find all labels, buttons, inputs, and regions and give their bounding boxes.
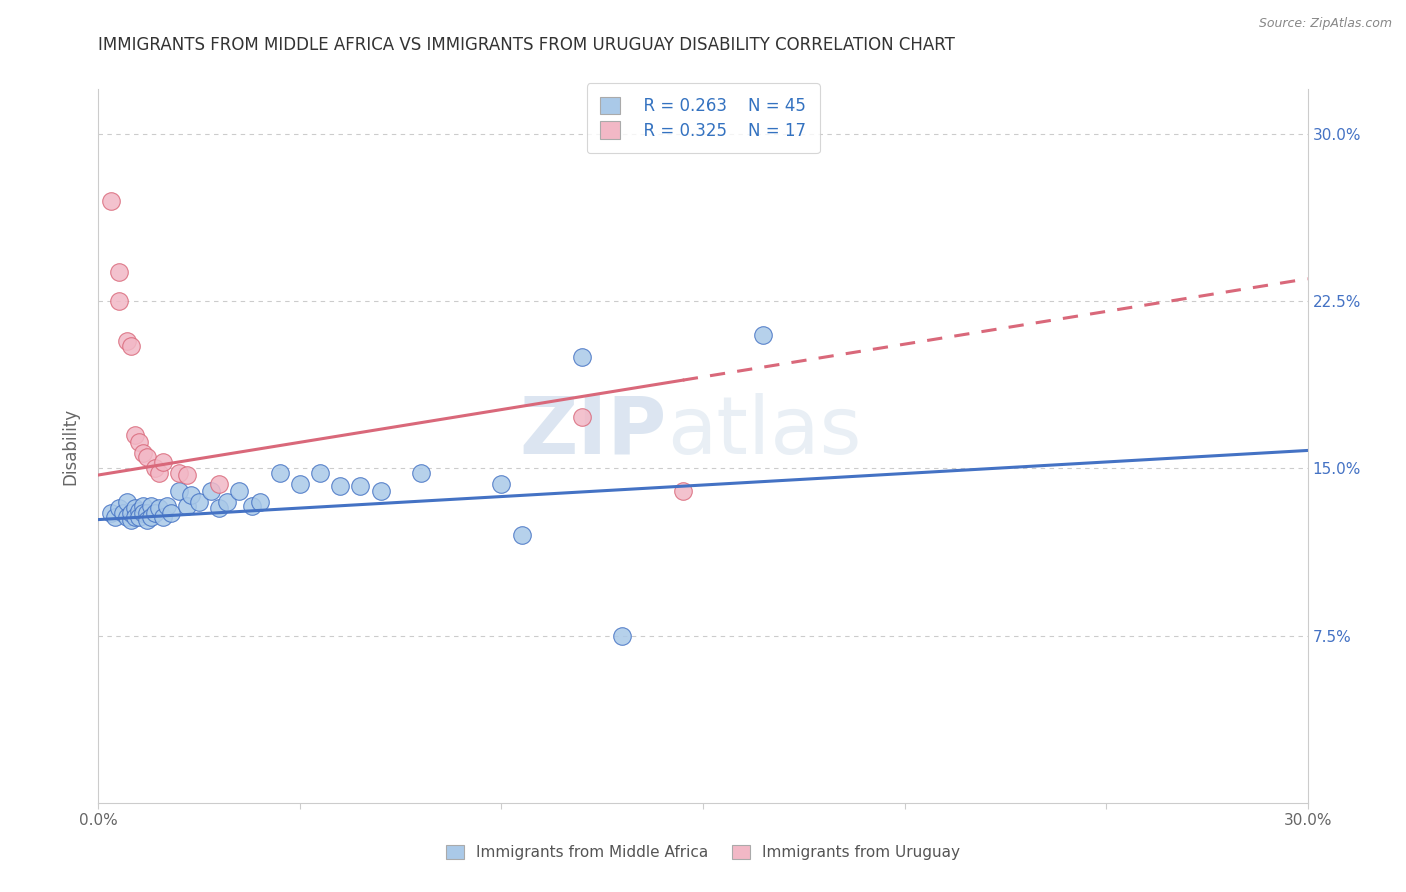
Point [752,327,775,342]
Text: atlas: atlas [666,392,860,471]
Point [107,293,129,308]
Point [148,501,170,516]
Point [100,506,122,520]
Legend: Immigrants from Middle Africa, Immigrants from Uruguay: Immigrants from Middle Africa, Immigrant… [440,839,966,866]
Point [612,628,634,642]
Point [132,445,155,460]
Point [491,476,513,491]
Text: Source: ZipAtlas.com: Source: ZipAtlas.com [1258,17,1392,29]
Point [152,510,174,524]
Point [132,499,155,513]
Point [672,483,695,498]
Point [115,510,138,524]
Point [132,506,155,520]
Point [135,506,157,520]
Point [143,461,166,475]
Point [329,479,352,493]
Point [135,450,157,464]
Point [103,510,125,524]
Point [370,483,392,498]
Point [115,334,138,348]
Point [139,510,162,524]
Point [217,494,239,508]
Point [200,483,222,498]
Point [228,483,250,498]
Point [107,265,129,279]
Point [309,466,332,480]
Point [124,501,146,516]
Point [100,194,122,208]
Point [409,466,432,480]
Point [160,506,183,520]
Point [143,506,166,520]
Point [167,466,190,480]
Point [240,499,263,513]
Point [208,476,231,491]
Point [107,501,129,516]
Point [124,427,146,442]
Text: ZIP: ZIP [519,392,666,471]
Point [139,499,162,513]
Point [571,350,593,364]
Point [120,512,142,526]
Point [148,466,170,480]
Point [115,494,138,508]
Point [571,409,593,424]
Point [120,506,142,520]
Point [167,483,190,498]
Point [349,479,371,493]
Point [152,454,174,469]
Point [180,488,202,502]
Point [111,506,134,520]
Point [176,467,198,482]
Point [208,501,231,516]
Point [176,499,198,513]
Point [156,499,179,513]
Point [120,338,142,352]
Point [269,466,291,480]
Point [128,434,150,449]
Point [124,510,146,524]
Point [135,512,157,526]
Text: IMMIGRANTS FROM MIDDLE AFRICA VS IMMIGRANTS FROM URUGUAY DISABILITY CORRELATION : IMMIGRANTS FROM MIDDLE AFRICA VS IMMIGRA… [98,36,955,54]
Point [510,528,533,542]
Point [128,503,150,517]
Point [288,476,311,491]
Point [188,494,211,508]
Y-axis label: Disability: Disability [62,408,80,484]
Point [128,510,150,524]
Point [249,494,271,508]
